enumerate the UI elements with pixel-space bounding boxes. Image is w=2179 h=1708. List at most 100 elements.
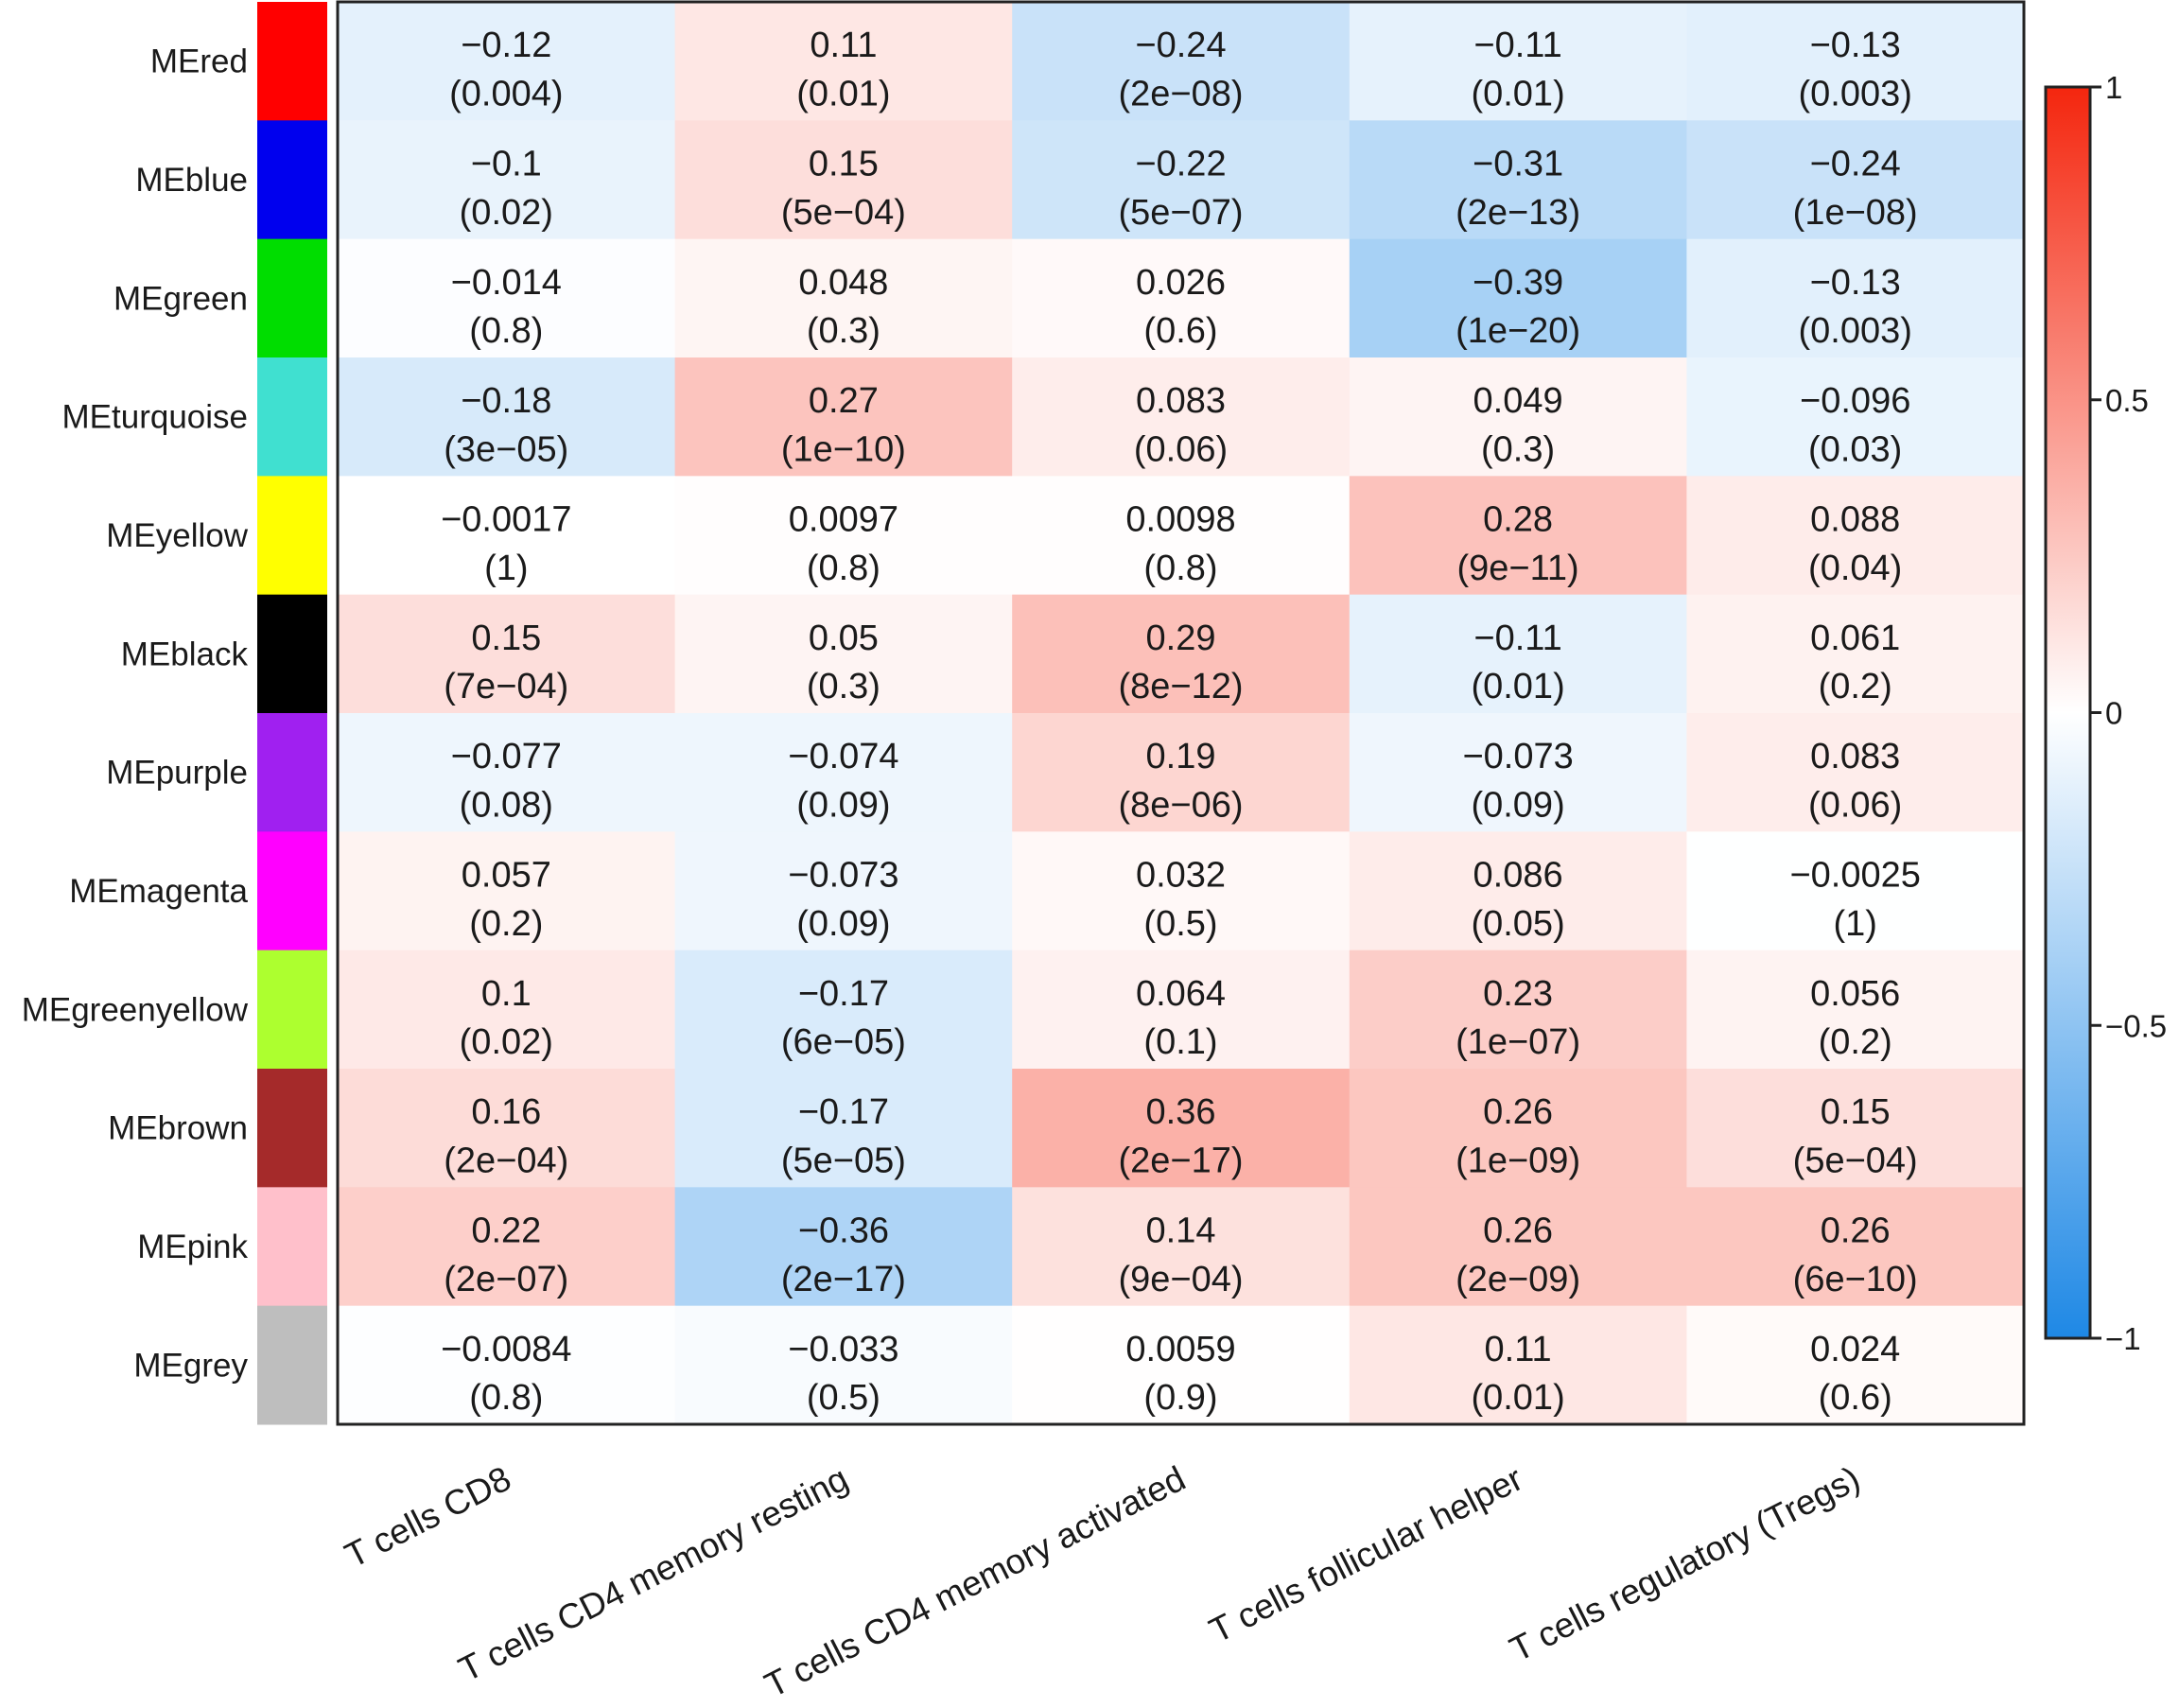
cell-pvalue: (5e−07) xyxy=(1118,193,1243,233)
cell-pvalue: (0.06) xyxy=(1808,786,1902,826)
cell-correlation: −0.13 xyxy=(1810,263,1901,303)
cell-pvalue: (7e−04) xyxy=(444,667,568,706)
heatmap-cell: 0.19 (8e−06) xyxy=(1012,713,1351,832)
heatmap-cell: −0.033 (0.5) xyxy=(674,1305,1013,1425)
cell-pvalue: (0.3) xyxy=(807,311,880,351)
cell-pvalue: (0.8) xyxy=(469,311,543,351)
cell-pvalue: (0.03) xyxy=(1808,430,1902,470)
cell-fill xyxy=(674,2,1013,121)
cell-pvalue: (0.6) xyxy=(1143,311,1217,351)
module-color-mepurple xyxy=(257,713,327,832)
cell-fill xyxy=(1012,713,1351,832)
module-color-bars xyxy=(257,2,327,1425)
cell-fill xyxy=(1012,476,1351,596)
cell-fill xyxy=(674,594,1013,714)
module-color-mepink xyxy=(257,1187,327,1307)
cell-pvalue: (2e−17) xyxy=(1118,1142,1243,1181)
cell-correlation: −0.24 xyxy=(1135,26,1226,65)
cell-fill xyxy=(1349,1187,1687,1307)
cell-pvalue: (2e−08) xyxy=(1118,75,1243,114)
cell-correlation: 0.064 xyxy=(1136,974,1226,1014)
cell-correlation: 0.27 xyxy=(809,381,879,421)
colorbar-tick-label: −1 xyxy=(2105,1321,2141,1356)
heatmap-cell: −0.13 (0.003) xyxy=(1686,2,2025,121)
heatmap-cell: −0.11 (0.01) xyxy=(1349,2,1687,121)
row-label-meturquoise: MEturquoise xyxy=(62,399,248,436)
heatmap-cell: −0.18 (3e−05) xyxy=(338,357,676,477)
cell-correlation: −0.36 xyxy=(798,1211,889,1250)
cell-fill xyxy=(1349,713,1687,832)
cell-fill xyxy=(674,120,1013,240)
cell-pvalue: (0.003) xyxy=(1798,311,1911,351)
colorbar-tick-label: 0.5 xyxy=(2105,383,2149,418)
heatmap-cell: −0.17 (6e−05) xyxy=(674,950,1013,1070)
heatmap-cell: −0.22 (5e−07) xyxy=(1012,120,1351,240)
cell-correlation: −0.0025 xyxy=(1789,855,1920,895)
cell-fill xyxy=(1349,2,1687,121)
cell-correlation: 0.0059 xyxy=(1125,1330,1235,1369)
cell-correlation: 0.26 xyxy=(1483,1092,1553,1132)
heatmap-cell: 0.05 (0.3) xyxy=(674,594,1013,714)
colorbar-tick-label: 0 xyxy=(2105,696,2122,731)
cell-correlation: 0.083 xyxy=(1136,381,1226,421)
heatmap-cell: 0.29 (8e−12) xyxy=(1012,594,1351,714)
cell-fill xyxy=(338,594,676,714)
cell-fill xyxy=(674,1305,1013,1425)
cell-pvalue: (2e−17) xyxy=(781,1260,906,1299)
x-label-t-cells-follicular-helper: T cells follicular helper xyxy=(1203,1459,1528,1650)
cell-fill xyxy=(1686,1069,2025,1188)
cell-pvalue: (0.3) xyxy=(807,667,880,706)
heatmap-cell: −0.096 (0.03) xyxy=(1686,357,2025,477)
heatmap-cell: 0.064 (0.1) xyxy=(1012,950,1351,1070)
cell-pvalue: (0.02) xyxy=(460,193,553,233)
heatmap-cell: 0.26 (6e−10) xyxy=(1686,1187,2025,1307)
cell-pvalue: (0.3) xyxy=(1481,430,1555,470)
cell-correlation: −0.22 xyxy=(1135,144,1226,183)
cell-fill xyxy=(1686,1187,2025,1307)
cell-pvalue: (0.01) xyxy=(796,75,890,114)
colorbar-tick-label: 1 xyxy=(2105,70,2122,105)
cell-fill xyxy=(674,357,1013,477)
cell-fill xyxy=(338,357,676,477)
heatmap-cell: 0.28 (9e−11) xyxy=(1349,476,1687,596)
heatmap-cell: −0.24 (2e−08) xyxy=(1012,2,1351,121)
cell-pvalue: (0.8) xyxy=(807,549,880,588)
cell-pvalue: (2e−13) xyxy=(1456,193,1580,233)
cell-correlation: −0.18 xyxy=(461,381,551,421)
cell-correlation: −0.0017 xyxy=(441,499,571,539)
cell-pvalue: (8e−12) xyxy=(1118,667,1243,706)
cell-correlation: 0.36 xyxy=(1146,1092,1216,1132)
heatmap-cell: 0.11 (0.01) xyxy=(674,2,1013,121)
cell-fill xyxy=(1349,357,1687,477)
cell-pvalue: (0.9) xyxy=(1143,1378,1217,1418)
row-label-memagenta: MEmagenta xyxy=(69,873,248,910)
cell-fill xyxy=(338,120,676,240)
cell-fill xyxy=(1012,2,1351,121)
module-color-megreenyellow xyxy=(257,950,327,1070)
heatmap-cell: 0.0097 (0.8) xyxy=(674,476,1013,596)
row-label-meblack: MEblack xyxy=(121,636,249,672)
cell-fill xyxy=(1349,120,1687,240)
cell-pvalue: (0.2) xyxy=(1819,1022,1892,1062)
cell-pvalue: (6e−05) xyxy=(781,1022,906,1062)
cell-correlation: −0.014 xyxy=(451,263,562,303)
heatmap-cell: 0.26 (1e−09) xyxy=(1349,1069,1687,1188)
heatmap-cell: 0.15 (5e−04) xyxy=(674,120,1013,240)
cell-fill xyxy=(1686,950,2025,1070)
cell-fill xyxy=(1012,1187,1351,1307)
cell-correlation: 0.22 xyxy=(471,1211,541,1250)
row-label-mepurple: MEpurple xyxy=(106,755,248,792)
cell-correlation: −0.077 xyxy=(451,737,562,776)
heatmap-cell: 0.14 (9e−04) xyxy=(1012,1187,1351,1307)
heatmap-cell: 0.15 (7e−04) xyxy=(338,594,676,714)
cell-fill xyxy=(1349,831,1687,951)
heatmap-cell: −0.17 (5e−05) xyxy=(674,1069,1013,1188)
cell-correlation: 0.28 xyxy=(1483,499,1553,539)
heatmap-cell: 0.032 (0.5) xyxy=(1012,831,1351,951)
cell-pvalue: (9e−11) xyxy=(1456,549,1578,588)
cell-pvalue: (0.05) xyxy=(1471,904,1564,944)
cell-correlation: 0.15 xyxy=(471,619,541,658)
cell-fill xyxy=(338,1187,676,1307)
cell-fill xyxy=(1686,713,2025,832)
cell-fill xyxy=(1349,476,1687,596)
